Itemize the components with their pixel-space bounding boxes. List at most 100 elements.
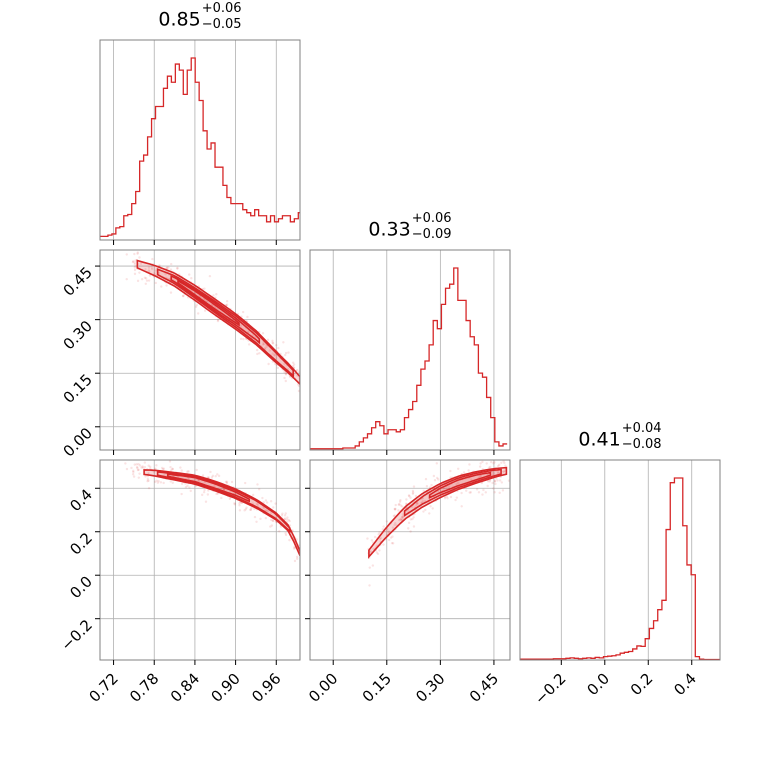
panel-frame: [99, 249, 301, 451]
scatter-point: [500, 461, 503, 464]
scatter-point: [186, 484, 189, 488]
contour-level: [156, 471, 291, 534]
scatter-point: [479, 474, 483, 478]
scatter-point: [258, 352, 261, 355]
x-tick-label: 0.78: [126, 670, 162, 706]
scatter-point: [274, 502, 277, 505]
scatter-point: [268, 349, 271, 352]
scatter-point: [375, 551, 379, 554]
x-tick-label: −0.2: [531, 670, 569, 708]
scatter-point: [255, 348, 259, 352]
scatter-point: [502, 470, 505, 473]
scatter-point: [437, 478, 440, 481]
scatter-point: [288, 538, 291, 542]
scatter-point: [238, 502, 241, 505]
scatter-point: [211, 474, 215, 478]
scatter-point: [150, 267, 154, 271]
scatter-point: [133, 261, 136, 264]
scatter-point: [207, 489, 210, 492]
scatter-point: [188, 273, 191, 276]
scatter-point: [478, 465, 482, 468]
scatter-point: [238, 509, 242, 512]
scatter-point: [284, 351, 288, 355]
scatter-point: [276, 366, 280, 370]
scatter-point: [500, 481, 504, 484]
scatter-point: [273, 353, 276, 356]
scatter-point: [144, 277, 148, 280]
scatter-point: [468, 491, 471, 494]
scatter-point: [137, 462, 140, 466]
scatter-point: [146, 477, 150, 481]
scatter-point: [262, 342, 265, 346]
scatter-point: [187, 470, 190, 473]
scatter-point: [443, 497, 447, 500]
scatter-point: [255, 502, 259, 506]
scatter-point: [297, 389, 300, 393]
scatter-point: [493, 480, 497, 483]
scatter-point: [160, 466, 164, 470]
scatter-point: [216, 473, 219, 476]
scatter-point: [293, 559, 297, 563]
scatter-point: [424, 477, 428, 481]
scatter-point: [401, 505, 404, 508]
scatter-point: [266, 338, 270, 342]
scatter-point: [281, 512, 284, 515]
scatter-point: [158, 264, 161, 267]
scatter-point: [215, 293, 218, 296]
scatter-point: [436, 476, 439, 480]
scatter-point: [135, 465, 139, 469]
scatter-point: [143, 465, 147, 469]
scatter-point: [431, 507, 434, 510]
x-tick-label: 0.96: [248, 670, 284, 706]
scatter-point: [449, 495, 453, 499]
scatter-point: [162, 481, 165, 485]
y-tick-label: 0.4: [66, 486, 96, 516]
scatter-point: [293, 545, 296, 549]
scatter-point: [216, 318, 220, 322]
scatter-point: [485, 462, 488, 465]
scatter-point: [379, 536, 383, 540]
scatter-point: [270, 518, 273, 522]
scatter-point: [134, 265, 137, 268]
scatter-point: [475, 488, 479, 491]
x-tick-label: 0.45: [466, 670, 502, 706]
scatter-point: [283, 517, 287, 520]
scatter-point: [243, 481, 247, 485]
scatter-point: [397, 509, 400, 512]
scatter-point: [398, 502, 401, 506]
scatter-point: [285, 518, 288, 521]
scatter-point: [271, 339, 274, 343]
x-tick-label: 0.84: [167, 670, 203, 706]
scatter-point: [138, 256, 141, 259]
scatter-point: [282, 341, 285, 344]
scatter-point: [284, 512, 287, 515]
y-tick-label: 0.0: [66, 572, 96, 602]
panel-frame: [99, 39, 301, 241]
scatter-point: [283, 514, 287, 517]
scatter-point: [165, 284, 168, 287]
scatter-point: [481, 460, 484, 464]
scatter-point: [488, 480, 491, 483]
scatter-point: [394, 503, 397, 507]
scatter-point: [409, 518, 413, 521]
scatter-point: [470, 478, 473, 481]
scatter-point: [404, 502, 408, 505]
scatter-point: [203, 309, 207, 312]
scatter-point: [496, 479, 499, 482]
scatter-point: [239, 337, 243, 341]
scatter-point: [161, 467, 165, 471]
scatter-point: [411, 517, 414, 521]
scatter-point: [430, 483, 433, 487]
panel-frame: [309, 459, 511, 661]
scatter-point: [246, 315, 249, 319]
scatter-point: [455, 496, 459, 499]
scatter-point: [287, 351, 290, 354]
scatter-point: [494, 482, 497, 486]
scatter-point: [425, 485, 429, 488]
scatter-point: [266, 509, 270, 513]
panel-frame: [309, 249, 511, 451]
scatter-point: [368, 566, 371, 569]
scatter-point: [197, 312, 200, 315]
scatter-point: [393, 508, 397, 511]
scatter-point: [269, 511, 273, 514]
